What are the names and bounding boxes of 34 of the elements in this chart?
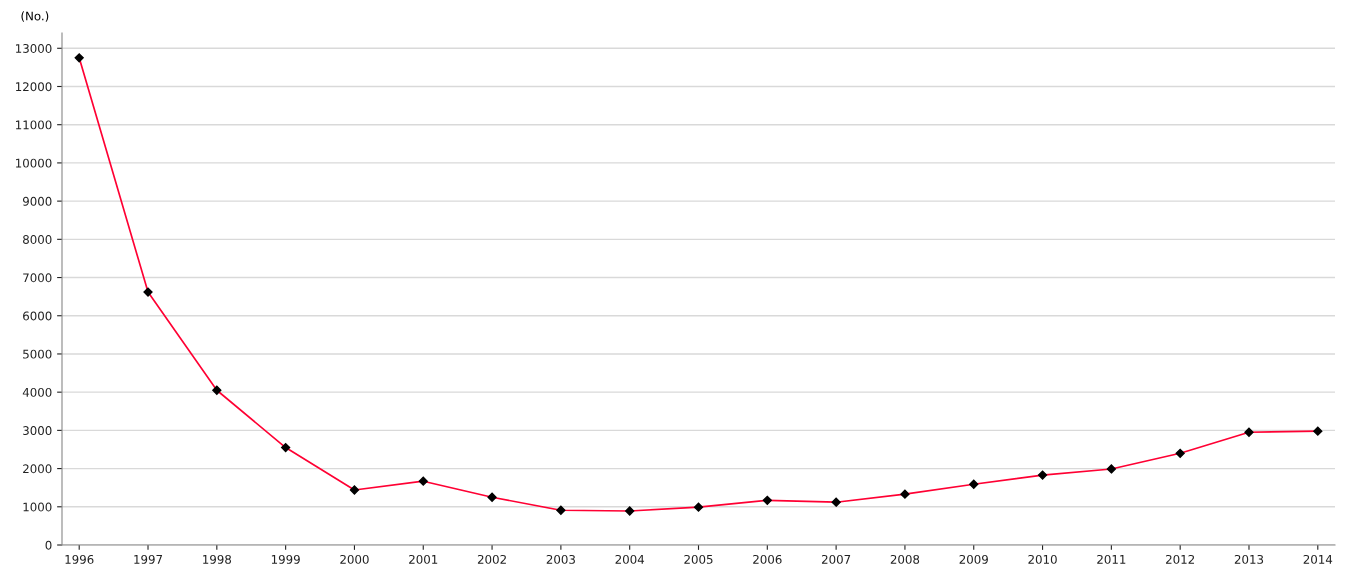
- x-tick-label: 2012: [1166, 554, 1195, 564]
- x-tick-label: 1996: [65, 554, 94, 564]
- y-tick-label: 1000: [23, 502, 52, 512]
- y-tick-label: 9000: [22, 196, 52, 206]
- x-tick-label: 2008: [890, 554, 920, 564]
- y-tick-label: 12000: [16, 82, 52, 92]
- y-tick-label: 11000: [16, 120, 52, 130]
- x-tick-label: 1997: [134, 554, 163, 564]
- x-tick-label: 1999: [271, 554, 300, 564]
- y-tick-label: 2000: [23, 464, 52, 474]
- x-tick-label: 2009: [959, 554, 988, 564]
- x-tick-label: 2003: [546, 554, 575, 564]
- y-tick-label: 7000: [23, 273, 52, 283]
- y-tick-label: 8000: [23, 235, 52, 244]
- x-tick-label: 2000: [340, 554, 369, 564]
- y-tick-label: 13000: [16, 44, 52, 53]
- x-tick-label: 2010: [1028, 554, 1057, 564]
- y-axis-title: (No.): [21, 11, 49, 22]
- x-tick-label: 2011: [1097, 554, 1126, 564]
- x-tick-label: 2013: [1234, 554, 1264, 564]
- x-tick-label: 2001: [409, 554, 438, 564]
- y-tick-label: 4000: [22, 387, 52, 397]
- y-tick-label: 6000: [23, 311, 52, 321]
- x-tick-label: 2002: [477, 554, 506, 564]
- x-tick-label: 2005: [684, 554, 713, 564]
- y-tick-label: 0: [45, 540, 52, 550]
- x-tick-label: 1998: [203, 554, 232, 564]
- y-tick-label: 3000: [23, 426, 52, 436]
- y-tick-label: 5000: [23, 349, 52, 359]
- x-tick-label: 2014: [1303, 554, 1333, 564]
- x-tick-label: 2006: [753, 554, 782, 564]
- y-tick-label: 10000: [16, 158, 52, 168]
- x-tick-label: 2007: [821, 554, 851, 564]
- x-tick-label: 2004: [615, 554, 645, 564]
